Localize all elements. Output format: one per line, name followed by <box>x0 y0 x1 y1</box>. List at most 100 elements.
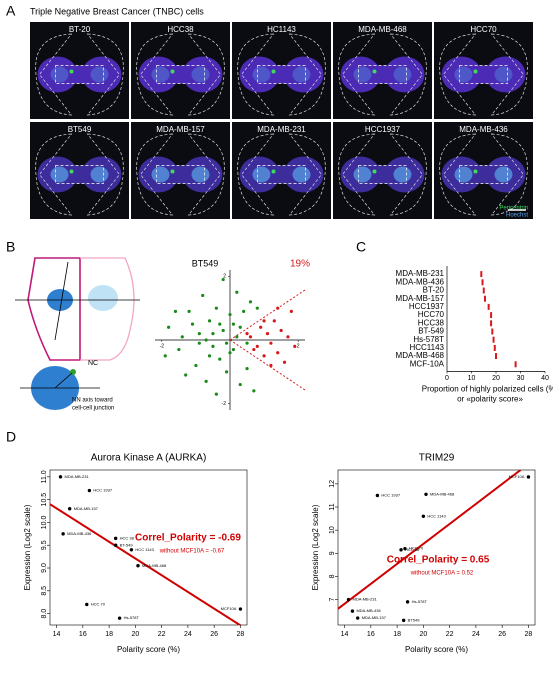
cell-outline <box>237 133 275 216</box>
nucleus <box>191 66 210 83</box>
nucleus <box>191 166 210 183</box>
fit-line <box>338 470 522 610</box>
point <box>221 277 225 282</box>
cell-outline <box>338 33 376 116</box>
point <box>245 367 249 371</box>
annotation: 19% <box>290 259 310 270</box>
point <box>375 493 380 498</box>
centrosome <box>473 169 478 174</box>
cell-outline <box>187 133 225 216</box>
point <box>346 597 351 602</box>
sector-line <box>229 339 306 391</box>
point <box>252 347 256 352</box>
point <box>197 332 201 336</box>
x-tick-label: 30 <box>517 375 525 382</box>
point-label: HCC 1937 <box>93 488 112 493</box>
point <box>276 306 280 310</box>
point <box>190 322 195 326</box>
point <box>218 357 222 361</box>
junction-box <box>459 165 508 184</box>
point <box>204 379 208 383</box>
x-tick-label: 26 <box>210 631 218 638</box>
point <box>403 546 407 551</box>
point <box>211 332 215 336</box>
nucleus <box>393 66 412 83</box>
centrosome <box>170 69 175 74</box>
nucleus <box>88 285 118 311</box>
nucleus <box>353 66 372 83</box>
score-mark <box>481 279 484 286</box>
point <box>259 325 263 329</box>
cell-outline <box>490 133 528 216</box>
point-label: Hs-578T <box>412 599 428 604</box>
score-mark <box>495 353 497 360</box>
x-axis-label: Proportion of highly polarized cells (%) <box>422 385 553 394</box>
schematic <box>15 257 140 410</box>
x-tick-label: 24 <box>472 631 480 638</box>
point-label: MDA-MB-231 <box>353 597 378 602</box>
point <box>177 347 181 352</box>
point-label: HCC 38 <box>405 547 420 552</box>
point <box>187 309 191 313</box>
point <box>248 300 253 304</box>
point <box>289 309 293 313</box>
cell-outline <box>439 133 477 216</box>
point <box>269 341 273 345</box>
junction-box <box>257 165 306 184</box>
x-axis-label: or «polarity score» <box>457 395 523 404</box>
category-label: MCF-10A <box>410 359 445 368</box>
point <box>252 389 256 393</box>
x-tick-label: 10 <box>468 375 476 382</box>
category-label: BT-20 <box>423 286 445 295</box>
panel-letter: D <box>6 429 16 445</box>
cell-label: HCC70 <box>470 25 497 34</box>
point <box>238 382 242 387</box>
legend-label: Hoechst <box>506 213 528 219</box>
point <box>265 332 270 336</box>
cell-right <box>80 257 135 361</box>
point-label: MDA-MB-231 <box>65 474 90 479</box>
x-tick-label: 16 <box>367 631 375 638</box>
nucleus <box>252 66 271 83</box>
point-label: HCC 38 <box>120 535 135 540</box>
point <box>163 354 167 358</box>
point <box>293 344 297 348</box>
x-tick-label: 28 <box>237 631 245 638</box>
point <box>238 325 242 329</box>
annotation: without MCF10A = 0.52 <box>410 571 474 577</box>
point-label: HCC 70 <box>409 546 424 551</box>
point <box>401 618 406 623</box>
annotation: without MCF10A = -0.67 <box>159 549 225 555</box>
point <box>242 309 246 313</box>
cell-label: HC1143 <box>267 25 296 34</box>
x-tick-label: 16 <box>79 631 87 638</box>
x-tick-label: 20 <box>492 375 500 382</box>
point <box>269 363 273 368</box>
cell-outline <box>86 133 124 216</box>
point <box>228 351 232 355</box>
schematic-label: NC <box>88 360 98 367</box>
point <box>58 475 63 479</box>
point <box>356 616 360 620</box>
category-label: HCC38 <box>418 318 445 327</box>
point <box>255 306 259 310</box>
cell-outline <box>288 33 326 116</box>
point <box>197 341 201 345</box>
category-label: HCC1143 <box>409 343 444 352</box>
point-label: HCC 1143 <box>135 547 154 552</box>
point <box>350 609 355 613</box>
schematic-label: cell-cell junction <box>72 406 114 412</box>
cell-label: MDA-MB-157 <box>156 125 205 134</box>
cell-label: HCC38 <box>167 25 194 34</box>
x-tick-label: 14 <box>341 631 349 638</box>
point <box>129 548 134 552</box>
panel-letter: C <box>356 239 366 255</box>
junction-box <box>459 65 508 84</box>
nucleus <box>454 66 473 83</box>
centrosome <box>170 169 175 174</box>
centrosome <box>271 169 276 174</box>
y-tick-label: 10 <box>329 526 336 534</box>
x-tick-label: 0 <box>445 375 449 382</box>
x-tick-label: 14 <box>53 631 61 638</box>
